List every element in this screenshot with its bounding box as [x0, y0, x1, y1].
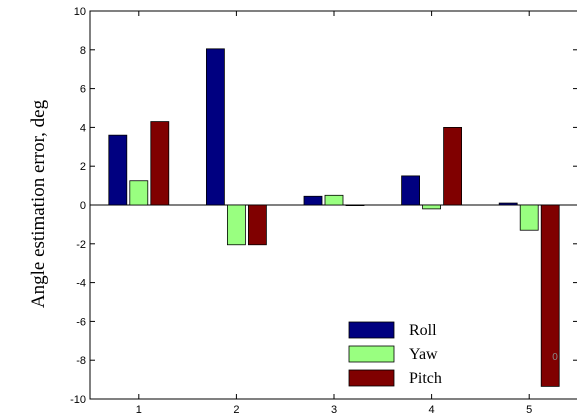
y-tick-label: 10 — [74, 6, 86, 18]
x-tick-label: 5 — [526, 404, 532, 416]
bar-pitch-4 — [443, 127, 463, 206]
y-tick-label: -8 — [76, 355, 86, 367]
legend-swatch-yaw — [348, 345, 395, 363]
x-tick-label: 4 — [429, 404, 435, 416]
bar-yaw-3 — [324, 194, 344, 206]
legend-label-yaw: Yaw — [409, 346, 438, 363]
bar-roll-1 — [108, 134, 128, 206]
legend-swatch-pitch — [348, 369, 395, 387]
bar-yaw-2 — [226, 204, 246, 246]
bar-pitch-1 — [150, 121, 170, 206]
y-tick-label: 6 — [80, 84, 86, 96]
y-axis-label: Angle estimation error, deg — [28, 99, 49, 308]
y-tick-label: 2 — [80, 161, 86, 173]
bar-yaw-1 — [129, 180, 149, 206]
bar-pitch-5 — [540, 204, 560, 387]
y-tick-label: 8 — [80, 45, 86, 57]
legend-label-pitch: Pitch — [409, 370, 442, 387]
x-tick-label: 3 — [331, 404, 337, 416]
bar-yaw-5 — [519, 204, 539, 231]
legend-swatch-roll — [348, 321, 395, 339]
stray-zero-mark: 0 — [552, 352, 558, 363]
y-tick-label: -6 — [76, 316, 86, 328]
bar-pitch-2 — [247, 204, 267, 246]
bar-yaw-4 — [422, 204, 442, 210]
bar-pitch-3 — [345, 204, 365, 207]
y-tick-label: -4 — [76, 278, 86, 290]
bar-roll-3 — [303, 195, 323, 206]
legend-label-roll: Roll — [409, 322, 437, 339]
x-tick-label: 2 — [233, 404, 239, 416]
bar-roll-2 — [205, 48, 225, 206]
plot-area: 10 8 6 4 2 0 -2 -4 -6 -8 -10 1 2 3 4 5 — [70, 6, 577, 416]
y-tick-label: -10 — [70, 394, 86, 406]
legend: Roll Yaw Pitch — [348, 321, 442, 387]
bar-roll-4 — [401, 175, 421, 206]
y-tick-label: 4 — [80, 122, 86, 134]
x-tick-label: 1 — [136, 404, 142, 416]
y-tick-label: 0 — [80, 200, 86, 212]
y-tick-label: -2 — [76, 239, 86, 251]
bar-roll-5 — [498, 202, 518, 206]
